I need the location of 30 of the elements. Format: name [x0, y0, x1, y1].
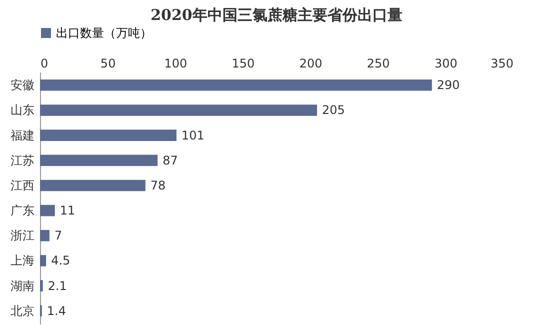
y-tick-label: 北京	[10, 304, 34, 318]
legend-label: 出口数量（万吨）	[56, 26, 152, 40]
x-tick-label: 350	[490, 56, 514, 70]
x-tick-label: 300	[434, 56, 458, 70]
chart-title: 2020年中国三氯蔗糖主要省份出口量	[150, 6, 402, 24]
data-label: 2.1	[48, 278, 67, 293]
data-label: 205	[322, 103, 345, 118]
x-tick-label: 250	[366, 56, 390, 70]
data-label: 290	[436, 78, 460, 92]
x-tick-label: 50	[100, 56, 116, 70]
y-tick-label: 山东	[10, 103, 34, 118]
x-tick-label: 100	[164, 56, 188, 70]
y-tick-label: 福建	[10, 128, 34, 142]
y-tick-label: 湖南	[10, 278, 34, 293]
y-tick-label: 江西	[10, 178, 34, 192]
x-tick-label: 200	[299, 56, 322, 70]
y-tick-label: 上海	[10, 254, 34, 268]
data-label: 7	[54, 228, 62, 243]
y-tick-label: 江苏	[10, 153, 34, 168]
data-label: 4.5	[51, 254, 70, 268]
data-label: 87	[162, 153, 178, 168]
data-label: 1.4	[46, 304, 66, 318]
x-tick-label: 150	[232, 56, 255, 70]
data-label: 78	[150, 178, 166, 192]
data-label: 11	[60, 204, 76, 218]
data-label: 101	[181, 128, 204, 142]
y-tick-label: 浙江	[10, 228, 34, 243]
y-tick-label: 安徽	[10, 78, 34, 92]
y-tick-label: 广东	[10, 204, 34, 218]
x-tick-label: 0	[40, 56, 48, 70]
